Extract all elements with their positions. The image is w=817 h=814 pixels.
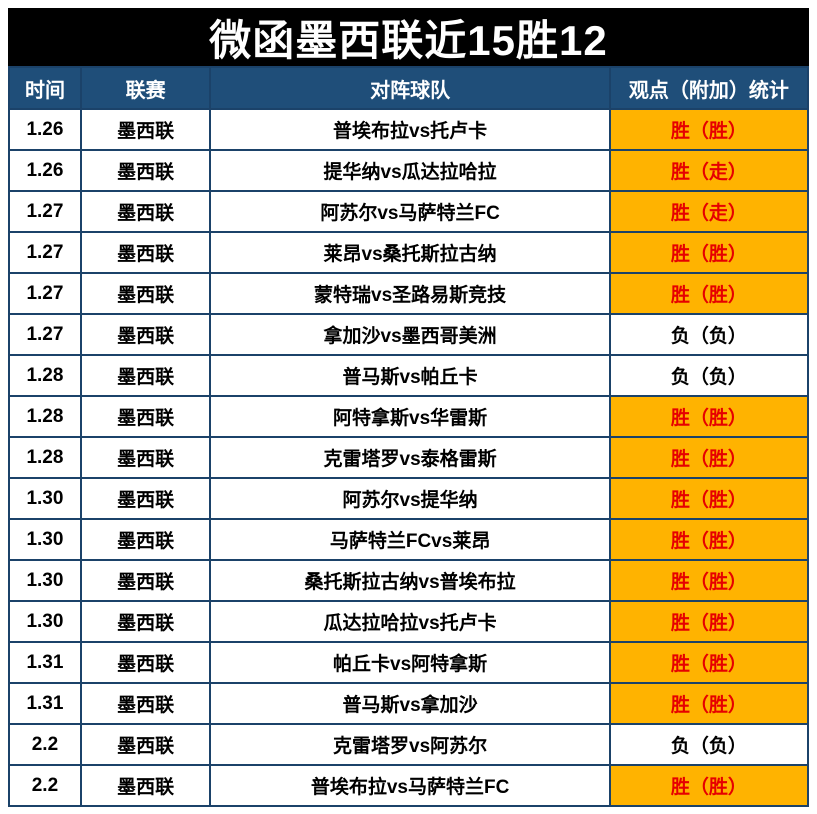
- league-cell: 墨西联: [79, 149, 212, 192]
- col-header-match: 对阵球队: [209, 66, 611, 110]
- date-cell: 1.30: [8, 600, 82, 643]
- result-cell: 胜（胜）: [608, 477, 810, 520]
- match-cell: 马萨特兰FCvs莱昂: [209, 518, 611, 561]
- result-cell: 胜（胜）: [608, 518, 810, 561]
- match-cell: 拿加沙vs墨西哥美洲: [209, 313, 611, 356]
- date-cell: 1.27: [8, 190, 82, 233]
- result-cell: 胜（走）: [608, 149, 810, 192]
- predictions-table: 时间 联赛 对阵球队 观点（附加）统计 1.26 墨西联 普埃布拉vs托卢卡 胜（胜）…: [8, 66, 810, 807]
- table-row: 1.30 墨西联 阿苏尔vs提华纳 胜（胜）: [8, 477, 810, 520]
- match-cell: 阿特拿斯vs华雷斯: [209, 395, 611, 438]
- result-cell: 胜（胜）: [608, 600, 810, 643]
- date-cell: 1.27: [8, 313, 82, 356]
- result-cell: 胜（胜）: [608, 764, 810, 807]
- league-cell: 墨西联: [79, 108, 212, 151]
- table-row: 1.27 墨西联 阿苏尔vs马萨特兰FC 胜（走）: [8, 190, 810, 233]
- match-cell: 克雷塔罗vs阿苏尔: [209, 723, 611, 766]
- col-header-time: 时间: [8, 66, 82, 110]
- match-cell: 蒙特瑞vs圣路易斯竞技: [209, 272, 611, 315]
- table-row: 1.26 墨西联 普埃布拉vs托卢卡 胜（胜）: [8, 108, 810, 151]
- date-cell: 2.2: [8, 723, 82, 766]
- table-row: 1.27 墨西联 莱昂vs桑托斯拉古纳 胜（胜）: [8, 231, 810, 274]
- table-body: 1.26 墨西联 普埃布拉vs托卢卡 胜（胜） 1.26 墨西联 提华纳vs瓜达拉哈拉 胜（走…: [8, 108, 810, 807]
- date-cell: 1.28: [8, 436, 82, 479]
- league-cell: 墨西联: [79, 354, 212, 397]
- table-row: 1.28 墨西联 普马斯vs帕丘卡 负（负）: [8, 354, 810, 397]
- match-cell: 普埃布拉vs托卢卡: [209, 108, 611, 151]
- match-cell: 普埃布拉vs马萨特兰FC: [209, 764, 611, 807]
- league-cell: 墨西联: [79, 190, 212, 233]
- result-cell: 胜（胜）: [608, 641, 810, 684]
- result-cell: 胜（胜）: [608, 436, 810, 479]
- result-cell: 负（负）: [608, 354, 810, 397]
- match-cell: 阿苏尔vs马萨特兰FC: [209, 190, 611, 233]
- league-cell: 墨西联: [79, 313, 212, 356]
- result-cell: 胜（胜）: [608, 272, 810, 315]
- league-cell: 墨西联: [79, 395, 212, 438]
- date-cell: 1.26: [8, 108, 82, 151]
- league-cell: 墨西联: [79, 436, 212, 479]
- table-row: 1.26 墨西联 提华纳vs瓜达拉哈拉 胜（走）: [8, 149, 810, 192]
- date-cell: 1.28: [8, 354, 82, 397]
- table-row: 2.2 墨西联 普埃布拉vs马萨特兰FC 胜（胜）: [8, 764, 810, 807]
- date-cell: 1.28: [8, 395, 82, 438]
- date-cell: 1.26: [8, 149, 82, 192]
- match-cell: 帕丘卡vs阿特拿斯: [209, 641, 611, 684]
- result-cell: 胜（胜）: [608, 559, 810, 602]
- table-row: 1.28 墨西联 阿特拿斯vs华雷斯 胜（胜）: [8, 395, 810, 438]
- table-row: 1.30 墨西联 马萨特兰FCvs莱昂 胜（胜）: [8, 518, 810, 561]
- table-row: 1.27 墨西联 拿加沙vs墨西哥美洲 负（负）: [8, 313, 810, 356]
- date-cell: 1.31: [8, 682, 82, 725]
- match-cell: 莱昂vs桑托斯拉古纳: [209, 231, 611, 274]
- league-cell: 墨西联: [79, 764, 212, 807]
- result-cell: 胜（胜）: [608, 395, 810, 438]
- table-row: 1.30 墨西联 瓜达拉哈拉vs托卢卡 胜（胜）: [8, 600, 810, 643]
- result-cell: 负（负）: [608, 723, 810, 766]
- league-cell: 墨西联: [79, 231, 212, 274]
- match-cell: 普马斯vs拿加沙: [209, 682, 611, 725]
- col-header-result: 观点（附加）统计: [608, 66, 810, 110]
- league-cell: 墨西联: [79, 641, 212, 684]
- league-cell: 墨西联: [79, 682, 212, 725]
- date-cell: 1.30: [8, 559, 82, 602]
- date-cell: 1.27: [8, 231, 82, 274]
- date-cell: 1.30: [8, 477, 82, 520]
- result-cell: 负（负）: [608, 313, 810, 356]
- match-cell: 克雷塔罗vs泰格雷斯: [209, 436, 611, 479]
- table-row: 2.2 墨西联 克雷塔罗vs阿苏尔 负（负）: [8, 723, 810, 766]
- league-cell: 墨西联: [79, 723, 212, 766]
- date-cell: 1.31: [8, 641, 82, 684]
- table-row: 1.27 墨西联 蒙特瑞vs圣路易斯竞技 胜（胜）: [8, 272, 810, 315]
- date-cell: 1.30: [8, 518, 82, 561]
- table-header-row: 时间 联赛 对阵球队 观点（附加）统计: [8, 66, 810, 110]
- result-cell: 胜（胜）: [608, 682, 810, 725]
- result-cell: 胜（胜）: [608, 231, 810, 274]
- league-cell: 墨西联: [79, 600, 212, 643]
- date-cell: 2.2: [8, 764, 82, 807]
- table-row: 1.31 墨西联 普马斯vs拿加沙 胜（胜）: [8, 682, 810, 725]
- date-cell: 1.27: [8, 272, 82, 315]
- result-cell: 胜（走）: [608, 190, 810, 233]
- match-cell: 阿苏尔vs提华纳: [209, 477, 611, 520]
- match-cell: 提华纳vs瓜达拉哈拉: [209, 149, 611, 192]
- page-title: 微函墨西联近15胜12: [8, 8, 809, 66]
- table-row: 1.28 墨西联 克雷塔罗vs泰格雷斯 胜（胜）: [8, 436, 810, 479]
- col-header-league: 联赛: [79, 66, 212, 110]
- match-cell: 普马斯vs帕丘卡: [209, 354, 611, 397]
- league-cell: 墨西联: [79, 559, 212, 602]
- match-cell: 桑托斯拉古纳vs普埃布拉: [209, 559, 611, 602]
- league-cell: 墨西联: [79, 272, 212, 315]
- table-row: 1.30 墨西联 桑托斯拉古纳vs普埃布拉 胜（胜）: [8, 559, 810, 602]
- league-cell: 墨西联: [79, 518, 212, 561]
- result-cell: 胜（胜）: [608, 108, 810, 151]
- match-cell: 瓜达拉哈拉vs托卢卡: [209, 600, 611, 643]
- table-row: 1.31 墨西联 帕丘卡vs阿特拿斯 胜（胜）: [8, 641, 810, 684]
- league-cell: 墨西联: [79, 477, 212, 520]
